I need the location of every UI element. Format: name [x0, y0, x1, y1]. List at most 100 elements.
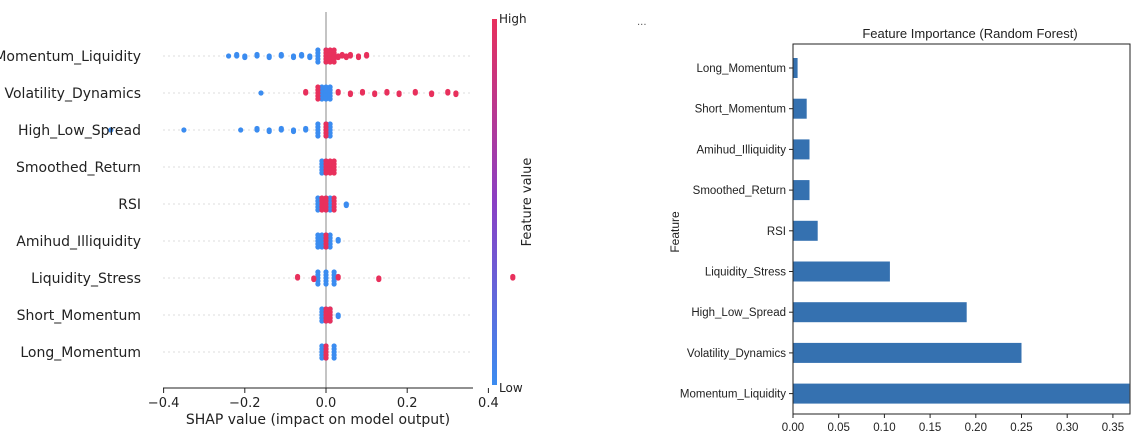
shap-point-low [234, 51, 240, 58]
shap-point-high [364, 51, 370, 58]
shap-point-high [315, 84, 321, 90]
shap-point-low [319, 244, 325, 250]
rf-category-label: RSI [767, 226, 786, 238]
shap-point-low [290, 128, 297, 135]
shap-point-low [323, 84, 329, 90]
rf-category-label: Short_Momentum [695, 104, 786, 116]
shap-point-low [323, 269, 329, 275]
shap-point-low [335, 236, 341, 243]
shap-x-tick-label: −0.2 [229, 396, 261, 411]
rf-category-label: Smoothed_Return [693, 185, 786, 197]
shap-point-low [327, 84, 333, 90]
rf-x-tick-label: 0.10 [873, 422, 895, 434]
shap-point-high [347, 91, 353, 98]
shap-point-high [323, 59, 329, 65]
shap-point-high [319, 195, 325, 201]
rf-category-label: Amihud_Illiquidity [697, 144, 787, 156]
shap-point-low [315, 59, 321, 65]
shap-point-low [327, 244, 333, 250]
rf-bar [793, 342, 1022, 363]
colorbar-low-label: Low [499, 381, 523, 395]
shap-point-low [290, 54, 297, 61]
rf-bar [793, 180, 810, 201]
shap-point-low [327, 195, 333, 201]
rf-plot-frame [792, 43, 1131, 415]
shap-point-low [331, 343, 337, 349]
colorbar-title: Feature value [520, 158, 535, 247]
shap-point-low [331, 269, 337, 275]
shap-point-low [315, 195, 321, 201]
shap-point-high [327, 170, 333, 176]
ellipsis-text: ... [637, 17, 647, 28]
shap-point-high [331, 158, 337, 164]
shap-point-outlier [181, 127, 187, 133]
shap-point-low [254, 51, 260, 58]
shap-point-low [335, 313, 341, 320]
shap-point-low [327, 207, 333, 213]
shap-point-high [303, 88, 309, 95]
shap-point-low [266, 128, 272, 135]
rf-category-labels: Long_Momentum Short_Momentum Amihud_Illiqu… [680, 63, 793, 401]
shap-point-low [319, 84, 325, 90]
rf-x-tick-label: 0.30 [1056, 422, 1078, 434]
shap-point-low [299, 51, 305, 58]
shap-feature-labels: Momentum_Liquidity Volatility_Dynamics Hig… [0, 49, 141, 361]
shap-point-high [359, 88, 366, 95]
shap-x-axis-label: SHAP value (impact on model output) [186, 412, 450, 428]
shap-feature-label: Long_Momentum [20, 345, 141, 361]
shap-point-high [295, 273, 301, 280]
shap-x-ticks: −0.4 −0.2 0.0 0.2 0.4 [148, 388, 499, 411]
rf-category-label: Momentum_Liquidity [680, 389, 786, 401]
shap-point-outlier [226, 53, 232, 59]
shap-point-high [323, 47, 329, 53]
rf-bar [793, 302, 967, 323]
colorbar [492, 19, 497, 385]
shap-point-low [319, 306, 325, 312]
shap-point-low [307, 54, 313, 61]
shap-point-low [242, 54, 248, 61]
shap-feature-label: Amihud_Illiquidity [16, 234, 141, 250]
shap-point-high [429, 91, 435, 98]
shap-point-outlier [258, 90, 264, 96]
rf-y-axis-label: Feature [668, 211, 682, 253]
colorbar-high-label: High [499, 12, 527, 26]
shap-point-high [384, 88, 390, 95]
shap-x-tick-label: −0.4 [148, 396, 180, 411]
shap-point-high [327, 306, 333, 312]
shap-point-low [278, 51, 284, 58]
shap-point-high [510, 273, 516, 280]
rf-category-label: Volatility_Dynamics [687, 348, 786, 360]
shap-point-high [453, 91, 459, 98]
shap-feature-label: Liquidity_Stress [31, 271, 141, 287]
shap-point-high [372, 91, 378, 98]
rf-category-label: Liquidity_Stress [705, 267, 786, 279]
shap-point-high [323, 170, 329, 176]
shap-point-low [331, 281, 337, 287]
shap-point-low [315, 232, 321, 238]
rf-x-tick-label: 0.00 [782, 422, 804, 434]
shap-point-low [266, 54, 272, 61]
shap-point-low [319, 355, 325, 361]
shap-feature-label: Smoothed_Return [16, 160, 141, 176]
shap-point-high [319, 207, 325, 213]
rf-bar [793, 220, 818, 241]
shap-point-low [315, 121, 321, 127]
shap-point-high [347, 51, 353, 58]
shap-point-high [323, 318, 329, 324]
shap-point-low [319, 170, 325, 176]
shap-point-low [303, 125, 309, 132]
shap-feature-label: RSI [118, 197, 141, 213]
shap-points [108, 47, 516, 361]
shap-feature-label: Short_Momentum [17, 308, 141, 324]
shap-point-high [327, 318, 333, 324]
shap-point-outlier [238, 127, 244, 133]
rf-bar [793, 261, 890, 282]
shap-point-high [323, 121, 329, 127]
shap-feature-label: Volatility_Dynamics [5, 86, 142, 102]
feature-importance-chart: Feature Importance (Random Forest) Long_… [668, 26, 1131, 434]
shap-point-low [319, 343, 325, 349]
shap-point-low [327, 232, 333, 238]
shap-point-high [323, 207, 329, 213]
